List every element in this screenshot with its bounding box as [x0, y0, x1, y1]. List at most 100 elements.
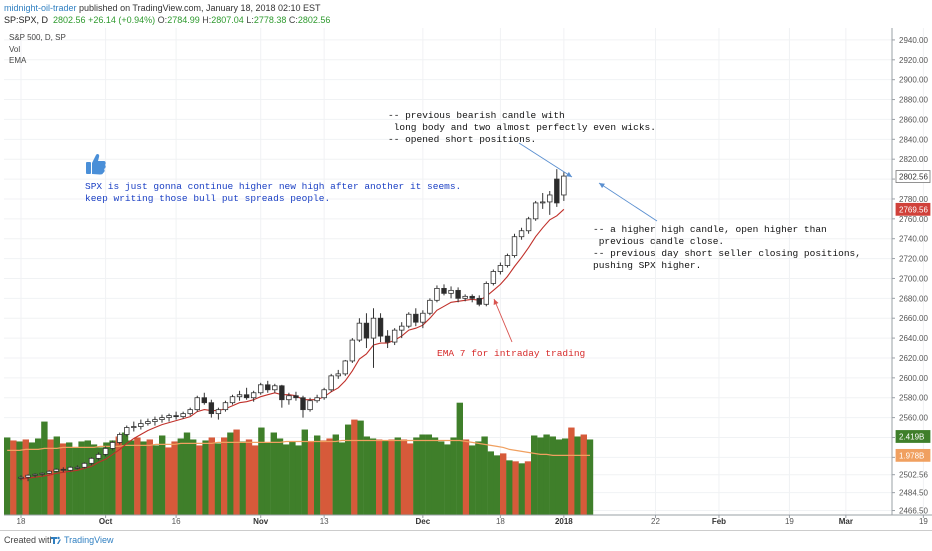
- candle-up: [46, 470, 52, 474]
- candle-up: [166, 415, 172, 418]
- candle-up: [222, 402, 229, 411]
- candle-up: [215, 409, 222, 415]
- volume-bar: [121, 432, 129, 515]
- y-tick-label: 2780.00: [899, 195, 928, 204]
- candle-up: [25, 474, 31, 478]
- low-label: L:: [246, 15, 254, 25]
- y-tick-label: 2660.00: [899, 314, 928, 323]
- volume-ma-polyline: [7, 439, 590, 456]
- y-tick-label: 2920.00: [899, 56, 928, 65]
- candle-up: [490, 271, 497, 284]
- candle-up: [328, 375, 334, 391]
- candle-down: [476, 297, 482, 305]
- volume-bar: [72, 447, 79, 515]
- candle-up: [236, 394, 243, 398]
- y-tick-label: 2502.56: [899, 471, 928, 480]
- volume-bar: [183, 432, 191, 515]
- candle-up: [81, 462, 88, 468]
- arrow-higher-high-head: [599, 183, 605, 189]
- volume-bar: [84, 440, 91, 515]
- volume-bar: [493, 455, 501, 515]
- volume-bar: [487, 451, 494, 515]
- volume-bar: [444, 444, 451, 515]
- author-link[interactable]: midnight-oil-trader: [4, 3, 77, 13]
- volume-bar: [400, 439, 408, 515]
- arrow-ema-head: [493, 299, 499, 305]
- candle-up: [462, 295, 468, 299]
- volume-bar: [345, 424, 352, 515]
- volume-bar: [407, 443, 414, 515]
- volume-bar: [481, 436, 488, 515]
- arrow-ema: [493, 298, 513, 343]
- volume-bar: [524, 461, 532, 515]
- y-tick-label: 2680.00: [899, 294, 928, 303]
- volume-bar: [338, 442, 346, 515]
- y-tick-label: 2820.00: [899, 155, 928, 164]
- candle-up: [74, 466, 81, 469]
- footer: Created with TradingView: [0, 530, 932, 551]
- volume-ma-line: [7, 439, 590, 456]
- volume-bar: [512, 461, 519, 515]
- candle-up: [335, 373, 341, 377]
- candle-up: [53, 468, 59, 472]
- candle-up: [398, 325, 405, 331]
- candle-up: [39, 472, 45, 475]
- volume-bar: [258, 427, 265, 515]
- candle-down: [300, 397, 306, 411]
- volume-bar: [450, 437, 457, 515]
- volume-bar: [264, 442, 271, 515]
- candle-up: [152, 419, 158, 422]
- close-value: 2802.56: [297, 15, 331, 25]
- high-value: 2807.04: [211, 15, 244, 25]
- candle-up: [448, 289, 454, 294]
- volume-bar: [134, 437, 141, 515]
- volume-bar: [307, 441, 315, 515]
- candle-up: [427, 299, 433, 314]
- volume-bar: [283, 444, 290, 515]
- annotation-arrows: [493, 142, 658, 343]
- y-tick-label: 2620.00: [899, 354, 928, 363]
- y-tick-label: 2840.00: [899, 135, 928, 144]
- created-with-text: Created with: [4, 535, 55, 545]
- candle-up: [342, 360, 348, 375]
- arrow-bearish-head: [566, 171, 572, 177]
- volume-bar: [196, 445, 203, 515]
- time-axis[interactable]: 18 Oct 16 Nov 13 Dec 18 2018 22 Feb 19 Mar 19: [17, 515, 929, 526]
- candlesticks: [18, 169, 567, 482]
- volume-bar: [78, 441, 85, 515]
- candle-up: [504, 255, 511, 266]
- volume-bar: [574, 436, 581, 515]
- candle-up: [180, 413, 186, 418]
- x-tick-label: Nov: [253, 517, 269, 526]
- candle-up: [159, 417, 165, 420]
- y-tick-label: 2466.50: [899, 507, 928, 516]
- x-tick-label: 19: [919, 517, 928, 526]
- candle-up: [349, 339, 356, 362]
- tradingview-link[interactable]: TradingView: [64, 535, 114, 545]
- price-tag-box: [895, 430, 931, 443]
- x-tick-label: 16: [172, 517, 181, 526]
- volume-bar: [419, 434, 426, 515]
- price-chart[interactable]: 2940.00 2920.00 2900.00 2880.00 2860.00 2840.…: [0, 0, 932, 530]
- candle-up: [525, 218, 532, 232]
- candle-down: [413, 313, 419, 323]
- candle-down: [208, 402, 215, 415]
- volume-bar: [140, 441, 147, 515]
- candle-up: [257, 384, 264, 394]
- candle-up: [194, 397, 200, 411]
- x-tick-label: 18: [496, 517, 505, 526]
- candle-down: [60, 468, 66, 471]
- candle-down: [243, 394, 250, 399]
- volume-bar: [28, 442, 36, 515]
- volume-bar: [320, 440, 327, 515]
- candle-up: [117, 434, 123, 443]
- volume-bar: [41, 421, 48, 515]
- legend-volume: Vol: [9, 45, 21, 54]
- candle-up: [540, 201, 546, 204]
- volume-bar: [388, 439, 395, 515]
- low-value: 2778.38: [253, 15, 287, 25]
- candle-up: [32, 473, 38, 476]
- y-tick-label: 2640.00: [899, 334, 928, 343]
- candle-down: [384, 335, 391, 343]
- high-label: H:: [202, 15, 212, 25]
